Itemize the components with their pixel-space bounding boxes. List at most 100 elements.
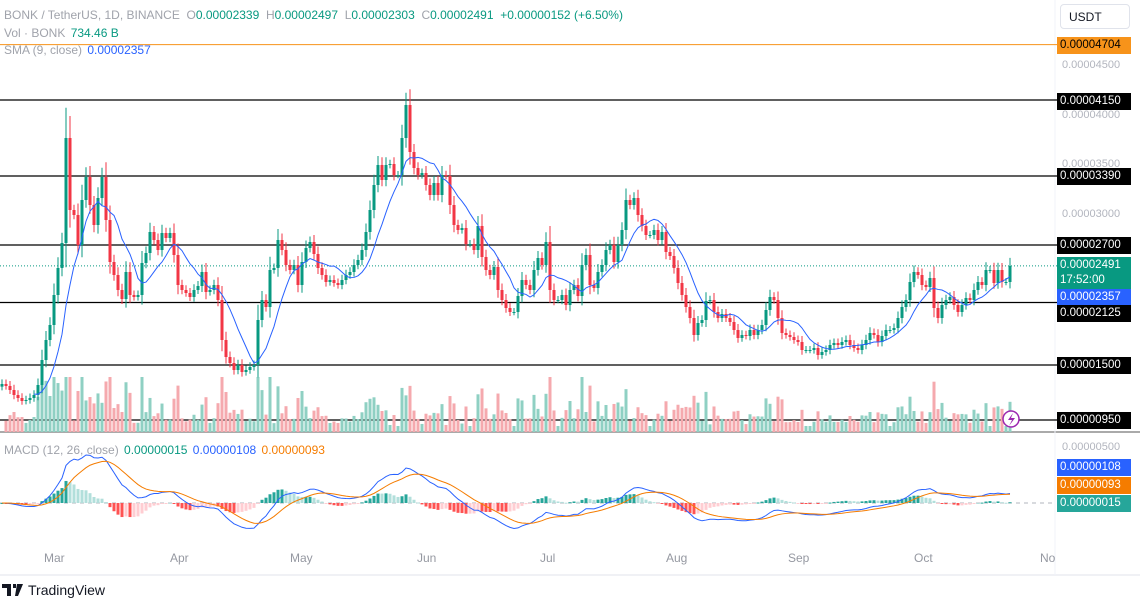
candle-body bbox=[104, 177, 108, 220]
candle-body bbox=[604, 250, 608, 265]
volume-bar bbox=[356, 419, 360, 432]
macd-histogram-bar bbox=[312, 497, 316, 503]
macd-histogram-bar bbox=[28, 503, 32, 505]
macd-histogram-bar bbox=[436, 503, 440, 510]
macd-histogram-bar bbox=[892, 500, 896, 503]
macd-histogram-bar bbox=[104, 502, 108, 504]
volume-bar bbox=[832, 421, 836, 432]
volume-bar bbox=[420, 423, 424, 432]
candle-body bbox=[760, 325, 764, 330]
candle-body bbox=[992, 270, 996, 283]
volume-bar bbox=[476, 394, 480, 432]
macd-histogram-bar bbox=[156, 503, 160, 506]
macd-histogram-bar bbox=[560, 501, 564, 503]
macd-histogram-bar bbox=[424, 503, 428, 507]
macd-histogram-bar bbox=[672, 503, 676, 508]
candle-body bbox=[396, 175, 400, 176]
candle-body bbox=[284, 250, 288, 265]
macd-histogram-bar bbox=[308, 496, 312, 503]
candle-body bbox=[816, 348, 820, 355]
volume-bar bbox=[740, 420, 744, 432]
candle-body bbox=[548, 242, 552, 290]
candle-body bbox=[576, 285, 580, 296]
volume-bar bbox=[964, 414, 968, 432]
macd-histogram-bar bbox=[864, 501, 868, 503]
volume-bar bbox=[228, 412, 232, 432]
volume-bar bbox=[112, 408, 116, 432]
volume-bar bbox=[924, 422, 928, 432]
candle-body bbox=[224, 340, 228, 357]
candle-body bbox=[156, 240, 160, 250]
volume-bar bbox=[388, 425, 392, 432]
candle-body bbox=[732, 322, 736, 330]
candle-body bbox=[780, 318, 784, 333]
candle-body bbox=[232, 363, 236, 370]
volume-bar bbox=[164, 419, 168, 432]
candle-body bbox=[584, 255, 588, 265]
candle-body bbox=[968, 298, 972, 300]
macd-histogram-bar bbox=[536, 499, 540, 503]
macd-line-value: 0.00000108 bbox=[192, 443, 257, 457]
macd-histogram-bar bbox=[64, 480, 68, 503]
candle-body bbox=[884, 330, 888, 336]
volume-bar bbox=[916, 421, 920, 432]
candle-body bbox=[300, 262, 304, 285]
candle-body bbox=[696, 323, 700, 335]
macd-signal-value: 0.00000093 bbox=[261, 443, 325, 457]
candle-body bbox=[456, 225, 460, 230]
candle-body bbox=[328, 280, 332, 282]
volume-bar bbox=[956, 414, 960, 432]
volume-bar bbox=[108, 377, 112, 432]
currency-button[interactable]: USDT bbox=[1060, 4, 1130, 29]
macd-histogram-bar bbox=[412, 499, 416, 503]
volume-bar bbox=[64, 377, 68, 432]
volume-bar bbox=[268, 377, 272, 432]
volume-bar bbox=[72, 420, 76, 432]
candle-body bbox=[372, 185, 376, 210]
macd-histogram-bar bbox=[884, 500, 888, 503]
lightning-icon-glyph bbox=[1008, 413, 1015, 426]
volume-bar bbox=[180, 418, 184, 432]
volume-bar bbox=[244, 421, 248, 432]
macd-histogram-bar bbox=[120, 503, 124, 518]
candle-body bbox=[556, 300, 560, 301]
volume-bar bbox=[896, 407, 900, 432]
candle-body bbox=[256, 320, 260, 365]
candle-body bbox=[356, 260, 360, 265]
candle-body bbox=[564, 295, 568, 305]
macd-histogram-bar bbox=[176, 503, 180, 507]
volume-bar bbox=[804, 426, 808, 432]
candle-body bbox=[572, 285, 576, 290]
macd-histogram-bar bbox=[584, 498, 588, 503]
volume-bar bbox=[604, 405, 608, 432]
volume-bar bbox=[928, 412, 932, 432]
volume-bar bbox=[724, 419, 728, 432]
candle-body bbox=[12, 390, 16, 395]
volume-bar bbox=[696, 402, 700, 432]
volume-bar bbox=[780, 399, 784, 432]
macd-histogram-bar bbox=[860, 501, 864, 503]
candle-body bbox=[96, 198, 100, 225]
macd-histogram-bar bbox=[252, 503, 256, 508]
volume-bar bbox=[584, 412, 588, 432]
macd-histogram-bar bbox=[476, 503, 480, 512]
volume-bar bbox=[412, 410, 416, 432]
macd-histogram-bar bbox=[52, 493, 56, 503]
macd-histogram-bar bbox=[944, 503, 948, 505]
candle-body bbox=[684, 295, 688, 307]
volume-bar bbox=[908, 396, 912, 432]
volume-bar bbox=[852, 419, 856, 432]
macd-histogram-bar bbox=[232, 503, 236, 513]
volume-bar bbox=[748, 414, 752, 432]
macd-histogram-bar bbox=[828, 502, 832, 504]
tradingview-footer[interactable]: TradingView bbox=[2, 582, 105, 598]
macd-histogram-bar bbox=[692, 503, 696, 515]
candle-body bbox=[392, 164, 396, 175]
candle-body bbox=[528, 285, 532, 290]
macd-histogram-bar bbox=[400, 496, 404, 503]
candle-body bbox=[420, 173, 424, 175]
macd-histogram-bar bbox=[36, 503, 40, 504]
month-label: Jul bbox=[540, 551, 556, 565]
candle-body bbox=[984, 270, 988, 285]
